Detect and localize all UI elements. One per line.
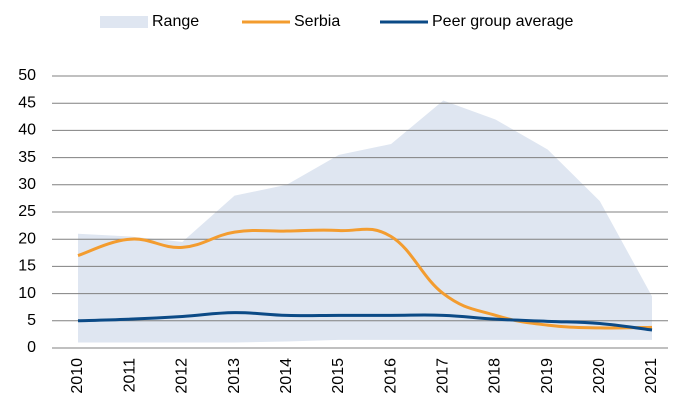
x-tick-label: 2020 [591, 358, 608, 394]
x-tick-label: 2016 [382, 358, 399, 394]
legend-label: Peer group average [432, 13, 574, 30]
x-tick-label: 2012 [174, 358, 191, 394]
x-tick-label: 2015 [330, 358, 347, 394]
y-tick-label: 25 [18, 203, 36, 220]
y-tick-label: 50 [18, 67, 36, 84]
legend-label: Serbia [294, 13, 340, 30]
legend-swatch [100, 16, 148, 28]
y-tick-label: 5 [27, 312, 36, 329]
y-tick-label: 35 [18, 149, 36, 166]
y-tick-label: 15 [18, 258, 36, 275]
x-tick-label: 2013 [226, 358, 243, 394]
y-tick-label: 10 [18, 285, 36, 302]
x-tick-label: 2017 [434, 358, 451, 394]
line-series [77, 311, 653, 332]
line-series [77, 227, 653, 330]
range-area [78, 100, 652, 343]
y-tick-label: 40 [18, 122, 36, 139]
x-tick-label: 2010 [69, 358, 86, 394]
y-tick-label: 30 [18, 176, 36, 193]
x-tick-label: 2018 [487, 358, 504, 394]
legend-label: Range [152, 13, 199, 30]
x-tick-label: 2019 [539, 358, 556, 394]
y-tick-label: 0 [27, 339, 36, 356]
y-tick-label: 45 [18, 94, 36, 111]
x-tick-label: 2014 [278, 358, 295, 394]
x-tick-label: 2011 [121, 358, 138, 393]
y-tick-label: 20 [18, 230, 36, 247]
x-tick-label: 2021 [643, 358, 660, 394]
